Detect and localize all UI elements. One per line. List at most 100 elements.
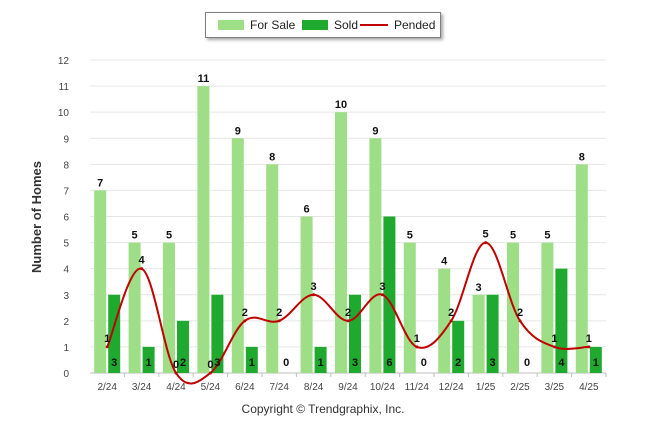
y-tick-label: 12 — [58, 56, 70, 67]
gridlines — [90, 59, 606, 374]
pended-value-label: 0 — [173, 359, 179, 371]
sold-value-label: 0 — [421, 357, 427, 369]
sold-bar — [383, 216, 396, 373]
sold-bar — [245, 346, 258, 373]
x-tick-label: 4/25 — [579, 382, 599, 393]
for-sale-value-label: 9 — [235, 125, 241, 137]
sold-value-label: 0 — [524, 357, 530, 369]
pended-swatch — [360, 24, 388, 26]
pended-point — [449, 319, 453, 323]
pended-value-label: 1 — [414, 333, 420, 345]
for-sale-value-label: 8 — [269, 151, 275, 163]
sold-value-label: 6 — [386, 357, 392, 369]
for-sale-value-label: 5 — [510, 230, 516, 242]
sold-bar — [555, 268, 568, 373]
for-sale-swatch — [218, 20, 244, 30]
legend: For Sale Sold Pended — [205, 12, 441, 38]
legend-item-sold[interactable]: Sold — [302, 13, 358, 37]
x-tick-label: 11/24 — [405, 382, 430, 393]
x-tick-label: 3/24 — [132, 382, 152, 393]
pended-point — [518, 319, 522, 323]
for-sale-value-label: 5 — [132, 230, 138, 242]
copyright-footer: Copyright © Trendgraphix, Inc. — [241, 402, 405, 416]
y-tick-label: 1 — [63, 343, 69, 354]
pended-value-label: 1 — [586, 333, 592, 345]
sold-value-label: 1 — [318, 357, 324, 369]
pended-point — [140, 267, 144, 271]
pended-point — [277, 319, 281, 323]
sold-value-label: 1 — [146, 357, 152, 369]
y-tick-label: 9 — [63, 134, 69, 145]
sold-value-label: 1 — [249, 357, 255, 369]
sold-value-label: 2 — [455, 357, 461, 369]
pended-point — [346, 319, 350, 323]
y-tick-label: 8 — [63, 160, 69, 171]
for-sale-value-label: 8 — [579, 151, 585, 163]
sold-value-label: 4 — [558, 357, 565, 369]
x-tick-label: 3/25 — [545, 382, 565, 393]
y-tick-label: 11 — [59, 82, 70, 93]
for-sale-value-label: 4 — [441, 256, 448, 268]
sold-value-label: 3 — [352, 357, 358, 369]
legend-item-for-sale[interactable]: For Sale — [218, 13, 295, 37]
y-tick-label: 2 — [63, 317, 69, 328]
sold-bar — [486, 294, 499, 373]
pended-value-label: 2 — [345, 307, 351, 319]
pended-point — [105, 345, 109, 349]
for-sale-value-label: 6 — [304, 204, 310, 216]
y-tick-label: 6 — [63, 213, 69, 224]
sold-bar — [314, 346, 327, 373]
legend-label-for-sale: For Sale — [250, 18, 296, 32]
for-sale-bar — [94, 190, 107, 373]
sold-bar — [589, 346, 602, 373]
pended-value-label: 3 — [379, 281, 385, 293]
for-sale-bar — [197, 86, 210, 373]
x-tick-label: 7/24 — [269, 382, 289, 393]
x-tick-label: 1/25 — [476, 382, 496, 393]
for-sale-value-label: 11 — [198, 73, 210, 85]
sold-value-label: 3 — [111, 357, 117, 369]
pended-value-label: 4 — [139, 255, 146, 267]
pended-point — [174, 371, 178, 375]
x-tick-label: 8/24 — [304, 382, 324, 393]
pended-value-label: 2 — [448, 307, 454, 319]
pended-value-label: 2 — [517, 307, 523, 319]
pended-point — [587, 345, 591, 349]
y-tick-label: 10 — [58, 108, 70, 119]
legend-label-sold: Sold — [334, 18, 359, 32]
pended-point — [415, 345, 419, 349]
y-tick-label: 0 — [63, 369, 69, 380]
for-sale-value-label: 5 — [166, 230, 172, 242]
x-tick-label: 9/24 — [338, 382, 358, 393]
for-sale-bar — [231, 138, 244, 373]
for-sale-value-label: 9 — [372, 125, 378, 137]
legend-item-pended[interactable]: Pended — [360, 13, 435, 37]
pended-value-label: 3 — [311, 281, 317, 293]
x-tick-label: 6/24 — [235, 382, 255, 393]
pended-value-label: 1 — [104, 333, 110, 345]
sold-bar — [142, 346, 155, 373]
pended-point — [552, 345, 556, 349]
for-sale-value-label: 5 — [407, 230, 413, 242]
sold-value-label: 2 — [180, 357, 186, 369]
sold-swatch — [302, 20, 328, 30]
x-tick-label: 2/24 — [97, 382, 117, 393]
for-sale-bar — [472, 294, 485, 373]
x-tick-label: 4/24 — [166, 382, 186, 393]
y-tick-label: 4 — [63, 265, 69, 276]
y-tick-label: 5 — [63, 239, 69, 250]
sold-bar — [211, 294, 224, 373]
sold-value-label: 3 — [490, 357, 496, 369]
pended-value-label: 1 — [551, 333, 557, 345]
legend-label-pended: Pended — [394, 18, 436, 32]
for-sale-bar — [128, 242, 141, 373]
for-sale-bar — [163, 242, 175, 373]
y-tick-label: 7 — [63, 186, 69, 197]
pended-value-label: 5 — [483, 229, 489, 241]
sold-value-label: 3 — [214, 357, 220, 369]
for-sale-bar — [438, 268, 451, 373]
